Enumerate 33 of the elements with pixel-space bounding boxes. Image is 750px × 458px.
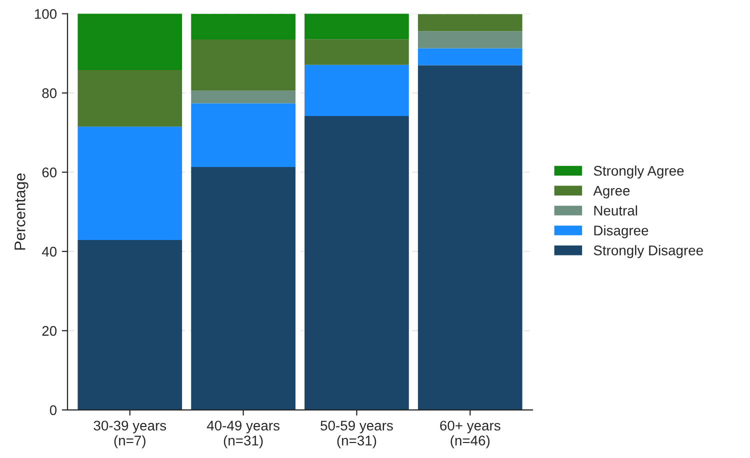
- x-tick-label: 40-49 years (n=31): [206, 420, 280, 448]
- legend-label: Agree: [593, 186, 630, 198]
- legend-label: Disagree: [594, 225, 648, 238]
- bar: [418, 31, 522, 48]
- bar: [304, 14, 409, 40]
- y-tick-label: 100: [34, 9, 57, 19]
- bar: [191, 39, 296, 91]
- bar: [304, 116, 409, 410]
- bar: [418, 48, 522, 66]
- bar: [78, 240, 182, 410]
- x-tick-label: 50-59 years (n=31): [320, 420, 393, 448]
- bar: [418, 65, 522, 410]
- legend-label: Strongly Agree: [594, 166, 684, 179]
- bar: [304, 64, 409, 116]
- y-tick-label: 0: [50, 405, 57, 416]
- bar: [78, 126, 182, 240]
- y-tick-label: 60: [42, 168, 57, 178]
- bar: [191, 103, 296, 168]
- y-tick-label: 80: [42, 88, 57, 98]
- y-axis-title: Percentage: [14, 173, 28, 250]
- bar: [78, 14, 182, 70]
- bar: [191, 167, 296, 410]
- bar: [191, 90, 296, 104]
- bar: [191, 14, 296, 40]
- y-tick-label: 20: [42, 326, 57, 336]
- bar: [418, 14, 522, 32]
- x-tick-label: 30-39 years (n=7): [94, 420, 166, 448]
- legend-label: Strongly Disagree: [594, 245, 703, 258]
- bar: [78, 70, 182, 127]
- y-tick-label: 40: [42, 246, 57, 257]
- bar: [304, 39, 409, 65]
- x-tick-label: 60+ years (n=46): [440, 420, 500, 448]
- legend-label: Neutral: [594, 205, 638, 216]
